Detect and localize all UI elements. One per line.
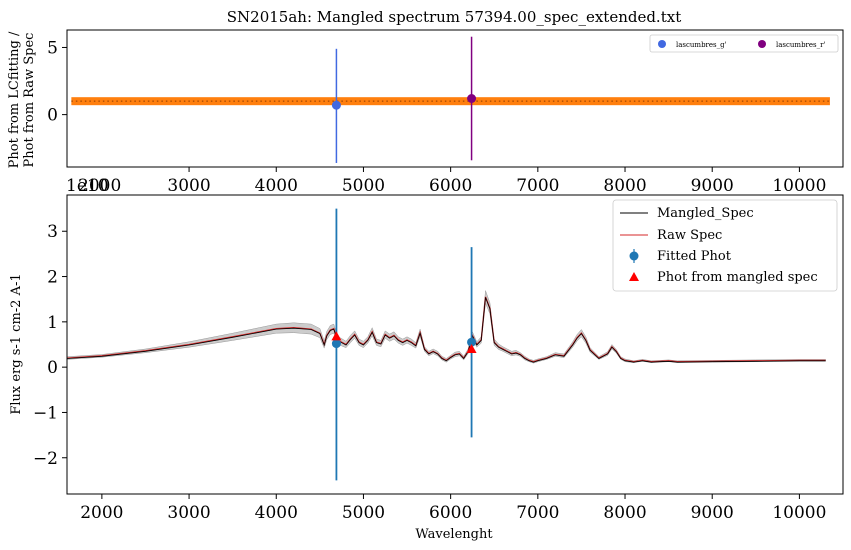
mangled-spec-line [66,297,826,363]
top-legend-marker-r [758,40,766,48]
top-ytick-label-1: 5 [47,38,58,58]
top-xtick-label-0: 3000 [167,176,210,196]
fitted-point-0 [331,339,341,349]
bottom-xtick-label-1: 3000 [167,503,210,523]
legend-marker-mangled-phot [629,272,639,281]
bottom-ytick-label-3: 1 [47,313,58,333]
top-xtick-label-4: 7000 [516,176,559,196]
top-xtick-label-1: 4000 [255,176,298,196]
spectrum-uncertainty-band [66,290,826,364]
raw-spec-line [66,296,826,363]
bottom-plot-frame [66,194,844,495]
bottom-xtick-label-3: 5000 [342,503,385,523]
top-plot-frame [66,29,844,168]
mangled-phot-point-1 [466,344,477,354]
top-point-1 [467,94,477,103]
top-ylabel-line2: Phot from Raw Spec [22,33,37,168]
chart-title: SN2015ah: Mangled spectrum 57394.00_spec… [227,8,681,26]
legend-marker-fitted [629,251,639,261]
top-xtick-label-3: 6000 [429,176,472,196]
bottom-ytick-label-5: 3 [47,222,58,242]
bottom-legend: Mangled_Spec Raw Spec Fitted Phot Phot f… [612,199,838,292]
top-xtick-label-5: 8000 [603,176,646,196]
top-legend-box [649,34,839,53]
bottom-xtick-label-2: 4000 [255,503,298,523]
legend-label-raw: Raw Spec [657,228,722,243]
top-legend: lascumbres_g' lascumbres_r' [649,34,839,53]
bottom-ytick-label-1: −1 [33,403,58,423]
legend-label-mangled-phot: Phot from mangled spec [657,270,818,285]
bottom-xlabel: Wavelenght [415,527,493,542]
top-ytick-label-0: 0 [47,106,58,126]
top-legend-label-g: lascumbres_g' [676,41,727,49]
top-xtick-label-2: 5000 [342,176,385,196]
bottom-ytick-label-2: 0 [47,358,58,378]
top-legend-label-r: lascumbres_r' [776,41,825,49]
bottom-xtick-label-0: 2000 [80,503,123,523]
bottom-panel: 2000 3000 4000 5000 6000 7000 8000 9000 10000 −2 −… [33,194,844,523]
legend-label-mangled: Mangled_Spec [657,206,754,221]
bottom-ytick-label-0: −2 [33,449,58,469]
bottom-ytick-label-4: 2 [47,268,58,288]
top-ylabel-line1: Phot from LCfitting / [7,31,22,168]
bottom-xtick-label-5: 7000 [516,503,559,523]
top-panel: 3000 4000 5000 6000 7000 8000 9000 10000 0 5 [47,29,844,196]
top-xtick-label-7: 10000 [772,176,826,196]
legend-label-fitted: Fitted Phot [657,249,732,264]
bottom-xtick-label-8: 10000 [772,503,826,523]
bottom-xtick-label-7: 9000 [691,503,734,523]
mangled-phot-point-0 [331,331,342,341]
top-legend-marker-g [658,40,666,48]
top-point-0 [331,100,341,110]
fitted-point-1 [467,337,477,347]
top-xtick-label-6: 9000 [691,176,734,196]
bottom-legend-box [612,199,838,292]
top-xtick-overlap-2: 2000 [78,176,121,196]
bottom-ylabel: Flux erg s-1 cm-2 A-1 [9,273,24,414]
bottom-xtick-label-4: 6000 [429,503,472,523]
bottom-xtick-label-6: 8000 [603,503,646,523]
top-xtick-overlap-1: 1e10 [66,176,109,196]
